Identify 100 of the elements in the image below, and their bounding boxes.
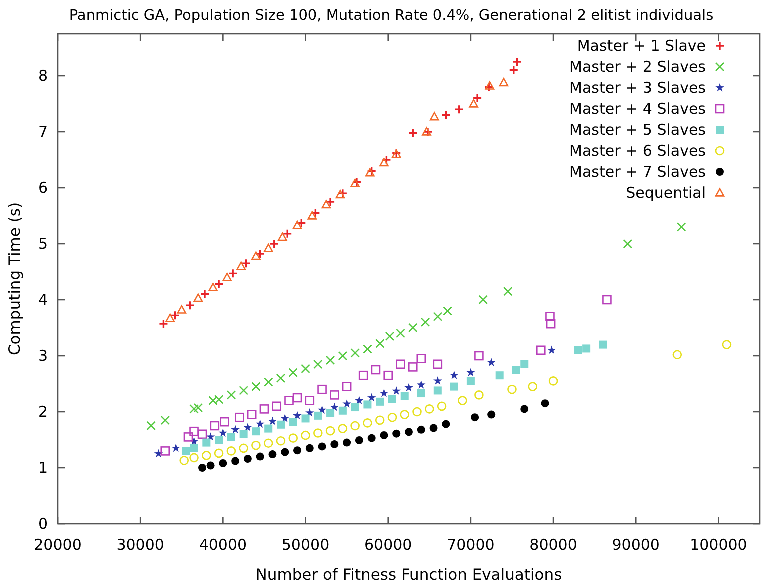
point: [520, 360, 529, 368]
point: [190, 426, 199, 436]
point: [194, 403, 204, 413]
y-tick-label: 0: [38, 515, 48, 533]
point: [206, 432, 216, 441]
point: [268, 450, 277, 459]
point: [466, 377, 475, 386]
point: [546, 312, 555, 322]
point: [536, 346, 546, 356]
point: [350, 421, 360, 431]
point: [338, 188, 348, 198]
point: [260, 404, 270, 414]
point: [326, 356, 336, 366]
point: [282, 229, 292, 239]
point: [484, 82, 494, 92]
point: [166, 314, 175, 322]
point: [396, 328, 406, 338]
point: [412, 407, 422, 417]
point: [264, 424, 273, 433]
point: [264, 378, 274, 387]
point: [469, 99, 478, 108]
x-tick-label: 100000: [690, 536, 748, 554]
point: [408, 362, 418, 372]
legend-label: Master + 4 Slaves: [570, 100, 706, 118]
point: [202, 438, 211, 447]
point: [184, 432, 194, 442]
point: [194, 294, 204, 302]
point: [220, 417, 230, 427]
point: [602, 295, 612, 305]
point: [367, 393, 376, 402]
point: [355, 396, 364, 405]
point: [503, 286, 513, 296]
point: [474, 390, 484, 400]
point: [296, 218, 306, 228]
legend-label: Sequential: [626, 184, 706, 202]
point: [405, 428, 413, 436]
point: [210, 421, 220, 431]
point: [190, 444, 198, 452]
y-tick-label: 6: [38, 179, 48, 197]
point: [424, 404, 434, 414]
point: [388, 395, 396, 404]
point: [434, 386, 442, 395]
point: [160, 446, 170, 456]
point: [385, 332, 395, 342]
point: [276, 374, 286, 384]
point: [318, 384, 327, 394]
point: [368, 434, 376, 442]
point: [408, 323, 418, 333]
point: [442, 420, 450, 428]
point: [512, 57, 522, 67]
point: [241, 258, 252, 268]
point: [284, 396, 294, 406]
point: [417, 380, 426, 389]
point: [676, 222, 686, 232]
point: [222, 272, 232, 282]
point: [512, 366, 520, 374]
point: [474, 351, 484, 361]
point: [326, 197, 336, 207]
point: [270, 239, 280, 249]
point: [190, 453, 199, 463]
point: [226, 446, 236, 456]
point: [441, 110, 452, 120]
legend-label: Master + 2 Slaves: [570, 58, 706, 76]
point: [404, 383, 414, 392]
x-tick-label: 80000: [530, 536, 578, 554]
legend-label: Master + 1 Slave: [577, 37, 706, 55]
point: [488, 410, 496, 419]
point: [466, 368, 476, 377]
point: [342, 382, 352, 392]
x-tick-label: 30000: [116, 536, 164, 554]
point: [294, 446, 302, 455]
legend-label: Master + 5 Slaves: [570, 121, 706, 139]
point: [198, 430, 208, 440]
point: [208, 283, 218, 292]
point: [454, 104, 464, 114]
point: [396, 360, 406, 370]
point: [380, 388, 389, 398]
point: [388, 412, 398, 422]
point: [548, 376, 558, 386]
point: [392, 386, 401, 395]
point: [541, 400, 550, 408]
point: [314, 428, 323, 438]
point: [434, 376, 442, 385]
y-tick-label: 2: [38, 403, 48, 421]
point: [214, 279, 224, 290]
point: [582, 344, 591, 353]
y-tick-label: 5: [38, 235, 48, 253]
point: [214, 448, 224, 458]
point: [343, 438, 352, 447]
point: [256, 420, 265, 428]
point: [326, 426, 336, 436]
point: [342, 400, 352, 408]
point: [292, 220, 302, 230]
point: [281, 448, 290, 456]
point: [272, 402, 282, 412]
point: [338, 424, 348, 434]
point: [252, 428, 260, 436]
point: [574, 346, 582, 354]
point: [160, 416, 170, 426]
point: [256, 452, 264, 461]
